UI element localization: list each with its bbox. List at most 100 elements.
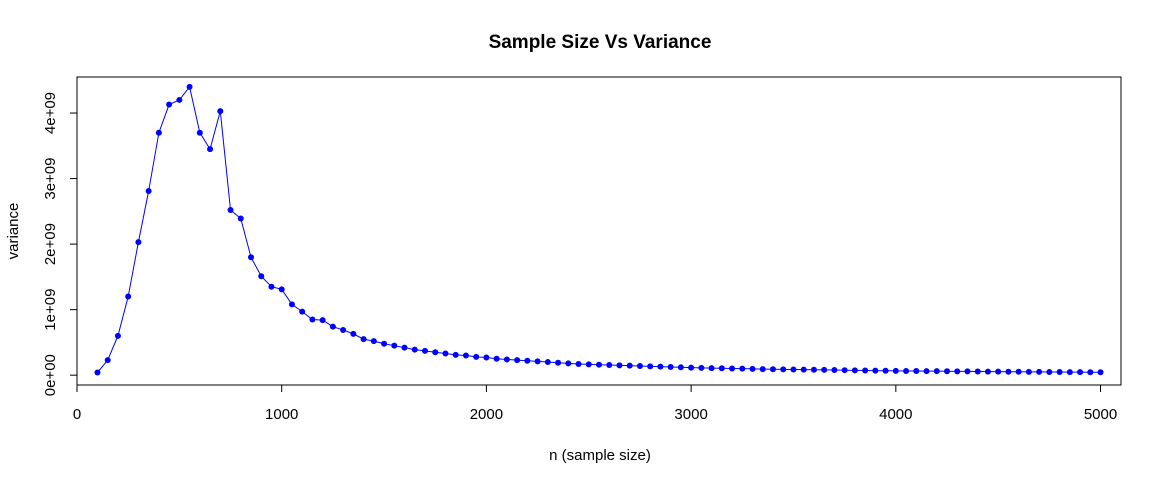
data-point	[1077, 369, 1084, 376]
data-point	[462, 352, 469, 359]
data-point	[503, 356, 510, 363]
x-axis-label: n (sample size)	[549, 447, 651, 464]
data-point	[770, 366, 776, 373]
data-point	[319, 317, 326, 324]
data-point	[483, 354, 490, 361]
data-point	[534, 358, 541, 365]
data-point	[667, 363, 674, 370]
data-point	[391, 342, 398, 349]
data-point	[1036, 368, 1043, 375]
data-point	[800, 366, 807, 373]
data-point	[196, 129, 203, 136]
data-point	[217, 108, 224, 115]
data-point	[329, 323, 336, 330]
data-point	[524, 357, 531, 364]
data-point	[708, 365, 715, 372]
data-point	[114, 332, 121, 339]
data-point	[1015, 368, 1022, 375]
data-point	[237, 215, 244, 222]
y-tick-label: 2e+09	[42, 223, 59, 265]
data-point	[288, 301, 295, 308]
data-point	[166, 101, 173, 108]
y-axis: 0e+00 1e+09 2e+09 3e+09 4e+09	[42, 92, 78, 396]
data-point	[125, 293, 132, 300]
data-point	[1056, 369, 1063, 376]
data-point	[596, 361, 602, 368]
x-tick-label: 3000	[674, 406, 707, 423]
data-point	[749, 365, 756, 372]
data-point	[1025, 368, 1032, 375]
y-tick-label: 0e+00	[42, 354, 59, 396]
data-point	[565, 360, 572, 367]
data-point	[831, 367, 838, 374]
data-point	[944, 368, 950, 375]
data-point	[739, 365, 746, 372]
data-point	[677, 364, 684, 371]
data-point	[903, 367, 910, 374]
x-tick-label: 5000	[1084, 406, 1117, 423]
data-point	[882, 367, 889, 374]
data-point	[913, 368, 920, 375]
data-point	[626, 362, 633, 369]
data-point	[923, 368, 930, 375]
data-point	[493, 355, 500, 362]
x-tick-label: 1000	[265, 406, 298, 423]
data-point	[964, 368, 971, 375]
data-points	[94, 83, 1104, 376]
data-point	[606, 362, 613, 369]
data-point	[636, 363, 643, 369]
data-point	[688, 364, 695, 371]
data-point	[759, 366, 766, 373]
data-point	[995, 368, 1002, 375]
data-point	[1097, 369, 1104, 376]
data-point	[841, 367, 848, 374]
data-point	[350, 330, 357, 337]
data-point	[575, 361, 582, 368]
data-point	[892, 367, 899, 374]
data-point	[647, 363, 654, 370]
data-point	[135, 239, 142, 246]
y-tick-label: 3e+09	[42, 158, 59, 200]
data-point	[1005, 368, 1012, 375]
data-point	[278, 286, 285, 293]
data-point	[954, 368, 961, 375]
data-point	[698, 364, 705, 371]
data-point	[227, 207, 234, 214]
data-point	[401, 344, 408, 351]
data-point	[104, 357, 111, 364]
data-point	[452, 351, 459, 358]
series-line	[97, 85, 1101, 373]
data-point	[974, 368, 981, 375]
x-tick-label: 0	[73, 406, 81, 423]
data-point	[851, 367, 858, 374]
data-point	[268, 283, 275, 290]
x-tick-label: 2000	[470, 406, 503, 423]
plot-frame	[76, 76, 1122, 386]
data-point	[729, 365, 736, 372]
data-point	[207, 146, 214, 153]
data-point	[473, 353, 480, 360]
data-point	[810, 366, 817, 373]
data-point	[248, 254, 254, 261]
chart-title: Sample Size Vs Variance	[489, 32, 712, 53]
data-point	[616, 362, 623, 369]
data-point	[340, 326, 347, 333]
data-point	[186, 83, 193, 90]
data-point	[872, 367, 879, 374]
data-point	[309, 316, 316, 323]
data-point	[1066, 369, 1073, 376]
data-point	[821, 366, 828, 373]
x-tick-label: 4000	[879, 406, 912, 423]
data-point	[360, 336, 367, 343]
data-point	[790, 366, 797, 373]
data-point	[370, 338, 377, 345]
data-point	[984, 368, 991, 375]
data-point	[299, 308, 306, 315]
data-point	[933, 368, 940, 375]
data-point	[718, 365, 725, 372]
data-point	[442, 350, 449, 357]
data-point	[555, 359, 562, 366]
y-tick-label: 4e+09	[42, 92, 59, 134]
data-point	[780, 366, 787, 373]
